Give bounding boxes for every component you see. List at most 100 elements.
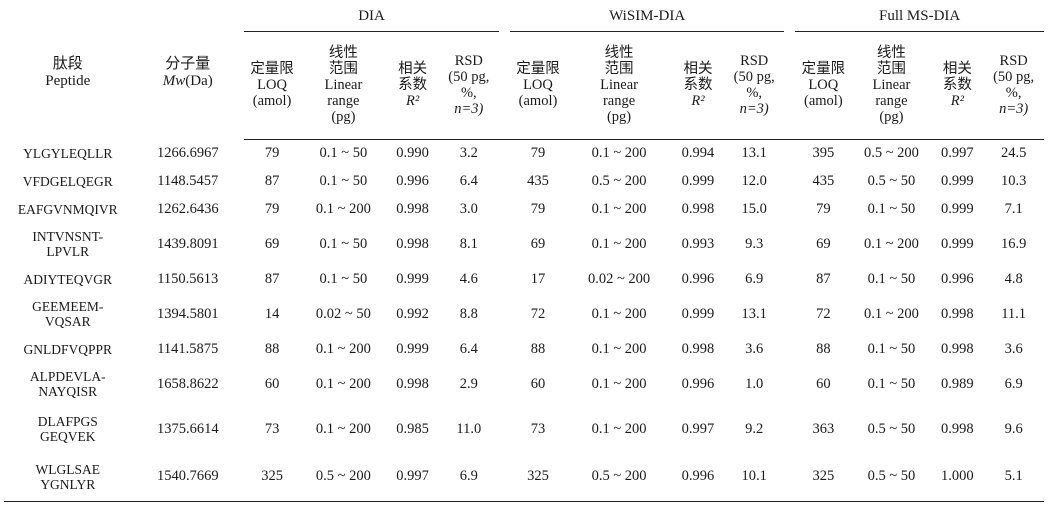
full-r2-cell: 0.998 [941, 340, 974, 357]
wisim-r2-cell: 0.999 [681, 172, 715, 189]
dia-range-cell: 0.1 ~ 200 [315, 340, 371, 357]
wisim-r2-cell: 0.996 [672, 453, 724, 502]
wisim-rsd-cell: 3.6 [745, 340, 764, 357]
wisim-r2-cell: 0.998 [681, 340, 715, 357]
full-range-cell: 0.5 ~ 50 [851, 453, 932, 502]
full-r2-cell: 0.989 [941, 375, 974, 392]
wisim-r2-cell: 0.993 [681, 235, 715, 252]
dia-loq-cell: 325 [243, 453, 301, 502]
column-gap [784, 335, 795, 363]
full-loq-cell: 60 [816, 375, 831, 392]
dia-r2-cell: 0.999 [396, 270, 429, 287]
wisim-r2-cell: 0.994 [681, 144, 715, 161]
table-row: YLGYLEQLLR 1266.6967 79 0.1 ~ 50 0.990 3.2 79 0… [4, 139, 1044, 167]
full-rsd-cell: 6.9 [1004, 375, 1023, 392]
wisim-loq-cell: 88 [530, 340, 546, 357]
wisim-range-cell: 0.1 ~ 200 [591, 305, 647, 322]
group-header-full-ms-dia: Full MS-DIA [795, 2, 1044, 32]
dia-range-cell: 0.1 ~ 50 [319, 270, 368, 287]
full-range-cell: 0.5 ~ 50 [867, 172, 916, 189]
full-r2-cell: 0.997 [941, 144, 974, 161]
wisim-loq-cell: 69 [530, 235, 546, 252]
wisim-range-cell: 0.1 ~ 200 [591, 340, 647, 357]
wisim-range-cell: 0.5 ~ 200 [566, 453, 673, 502]
wisim-range-cell: 0.1 ~ 200 [591, 200, 647, 217]
dia-rsd-header: RSD (50 pg, %, n=3) [438, 31, 500, 140]
mw-header: 分子量 Mw(Da) [162, 55, 213, 89]
full-loq-cell: 69 [816, 235, 831, 252]
dia-loq-cell: 79 [264, 200, 280, 217]
mw-cell: 1394.5801 [156, 305, 219, 322]
column-gap [499, 335, 510, 363]
dia-range-cell: 0.1 ~ 50 [319, 144, 368, 161]
dia-rsd-cell: 11.0 [456, 420, 482, 437]
column-gap [784, 405, 795, 453]
wisim-loq-cell: 72 [530, 305, 546, 322]
full-range-cell: 0.1 ~ 50 [867, 270, 916, 287]
mw-cell: 1141.5875 [157, 340, 219, 357]
wisim-range-cell: 0.1 ~ 200 [591, 420, 647, 437]
peptide-cell: VFDGELQEGR [22, 173, 113, 189]
peptide-cell: YLGYLEQLLR [23, 145, 113, 161]
wisim-r2-header: 相关 系数 R² [672, 31, 724, 140]
full-loq-cell: 363 [812, 420, 835, 437]
dia-rsd-cell: 8.1 [459, 235, 478, 252]
full-r2-cell: 1.000 [931, 453, 984, 502]
dia-range-cell: 0.5 ~ 200 [300, 453, 387, 502]
dia-r2-cell: 0.992 [396, 305, 429, 322]
peptide-cell: EAFGVNMQIVR [17, 201, 118, 217]
column-gap [784, 139, 795, 167]
full-loq-cell: 88 [816, 340, 831, 357]
wisim-r2-cell: 0.997 [681, 420, 715, 437]
mw-cell: 1540.7669 [131, 453, 244, 502]
dia-range-cell: 0.1 ~ 200 [315, 420, 371, 437]
full-range-cell: 0.1 ~ 200 [863, 305, 919, 322]
full-rsd-cell: 24.5 [1000, 144, 1027, 161]
wisim-rsd-cell: 9.3 [745, 235, 764, 252]
full-r2-cell: 0.998 [941, 420, 974, 437]
full-rsd-cell: 10.3 [1000, 172, 1027, 189]
wisim-linear-range-header: 线性 范围 Linear range (pg) [566, 31, 673, 140]
column-gap [784, 31, 796, 140]
table-row: WLGLSAE YGNLYR 1540.7669 325 0.5 ~ 200 0.997 6… [4, 453, 1044, 502]
mw-cell: 1150.5613 [157, 270, 219, 287]
wisim-range-cell: 0.1 ~ 200 [591, 235, 647, 252]
peptide-cell: DLAFPGS GEQVEK [37, 414, 98, 444]
full-rsd-cell: 11.1 [1001, 305, 1027, 322]
full-range-cell: 0.1 ~ 50 [867, 375, 916, 392]
mw-cell: 1266.6967 [156, 144, 219, 161]
full-rsd-cell: 4.8 [1004, 270, 1023, 287]
dia-rsd-cell: 6.9 [438, 453, 500, 502]
column-gap [784, 195, 795, 223]
column-gap [499, 405, 510, 453]
dia-rsd-cell: 4.6 [459, 270, 478, 287]
peptide-cell: INTVNSNT- LPVLR [32, 229, 104, 259]
dia-r2-cell: 0.998 [396, 375, 429, 392]
wisim-rsd-cell: 13.1 [741, 144, 767, 161]
results-table: 肽段 Peptide 分子量 Mw(Da) DIA WiSIM-DIA Full… [4, 2, 1044, 502]
dia-range-cell: 0.1 ~ 50 [319, 235, 368, 252]
full-loq-cell: 87 [816, 270, 831, 287]
dia-r2-cell: 0.999 [396, 340, 429, 357]
dia-rsd-cell: 6.4 [459, 340, 478, 357]
dia-loq-cell: 87 [264, 172, 280, 189]
wisim-rsd-cell: 9.2 [745, 420, 764, 437]
wisim-r2-cell: 0.999 [681, 305, 715, 322]
column-gap [499, 293, 510, 335]
dia-range-cell: 0.1 ~ 200 [315, 200, 371, 217]
full-r2-cell: 0.999 [941, 172, 974, 189]
dia-loq-cell: 69 [264, 235, 280, 252]
dia-loq-cell: 88 [264, 340, 280, 357]
full-loq-cell: 72 [816, 305, 831, 322]
column-gap [784, 293, 795, 335]
column-gap [499, 139, 510, 167]
dia-loq-cell: 14 [264, 305, 280, 322]
dia-r2-cell: 0.996 [396, 172, 429, 189]
full-rsd-cell: 3.6 [1004, 340, 1023, 357]
wisim-range-cell: 0.5 ~ 200 [591, 172, 647, 189]
full-rsd-cell: 5.1 [983, 453, 1044, 502]
column-gap [499, 167, 510, 195]
full-rsd-cell: 7.1 [1004, 200, 1023, 217]
wisim-rsd-cell: 13.1 [741, 305, 767, 322]
wisim-rsd-cell: 15.0 [741, 200, 767, 217]
